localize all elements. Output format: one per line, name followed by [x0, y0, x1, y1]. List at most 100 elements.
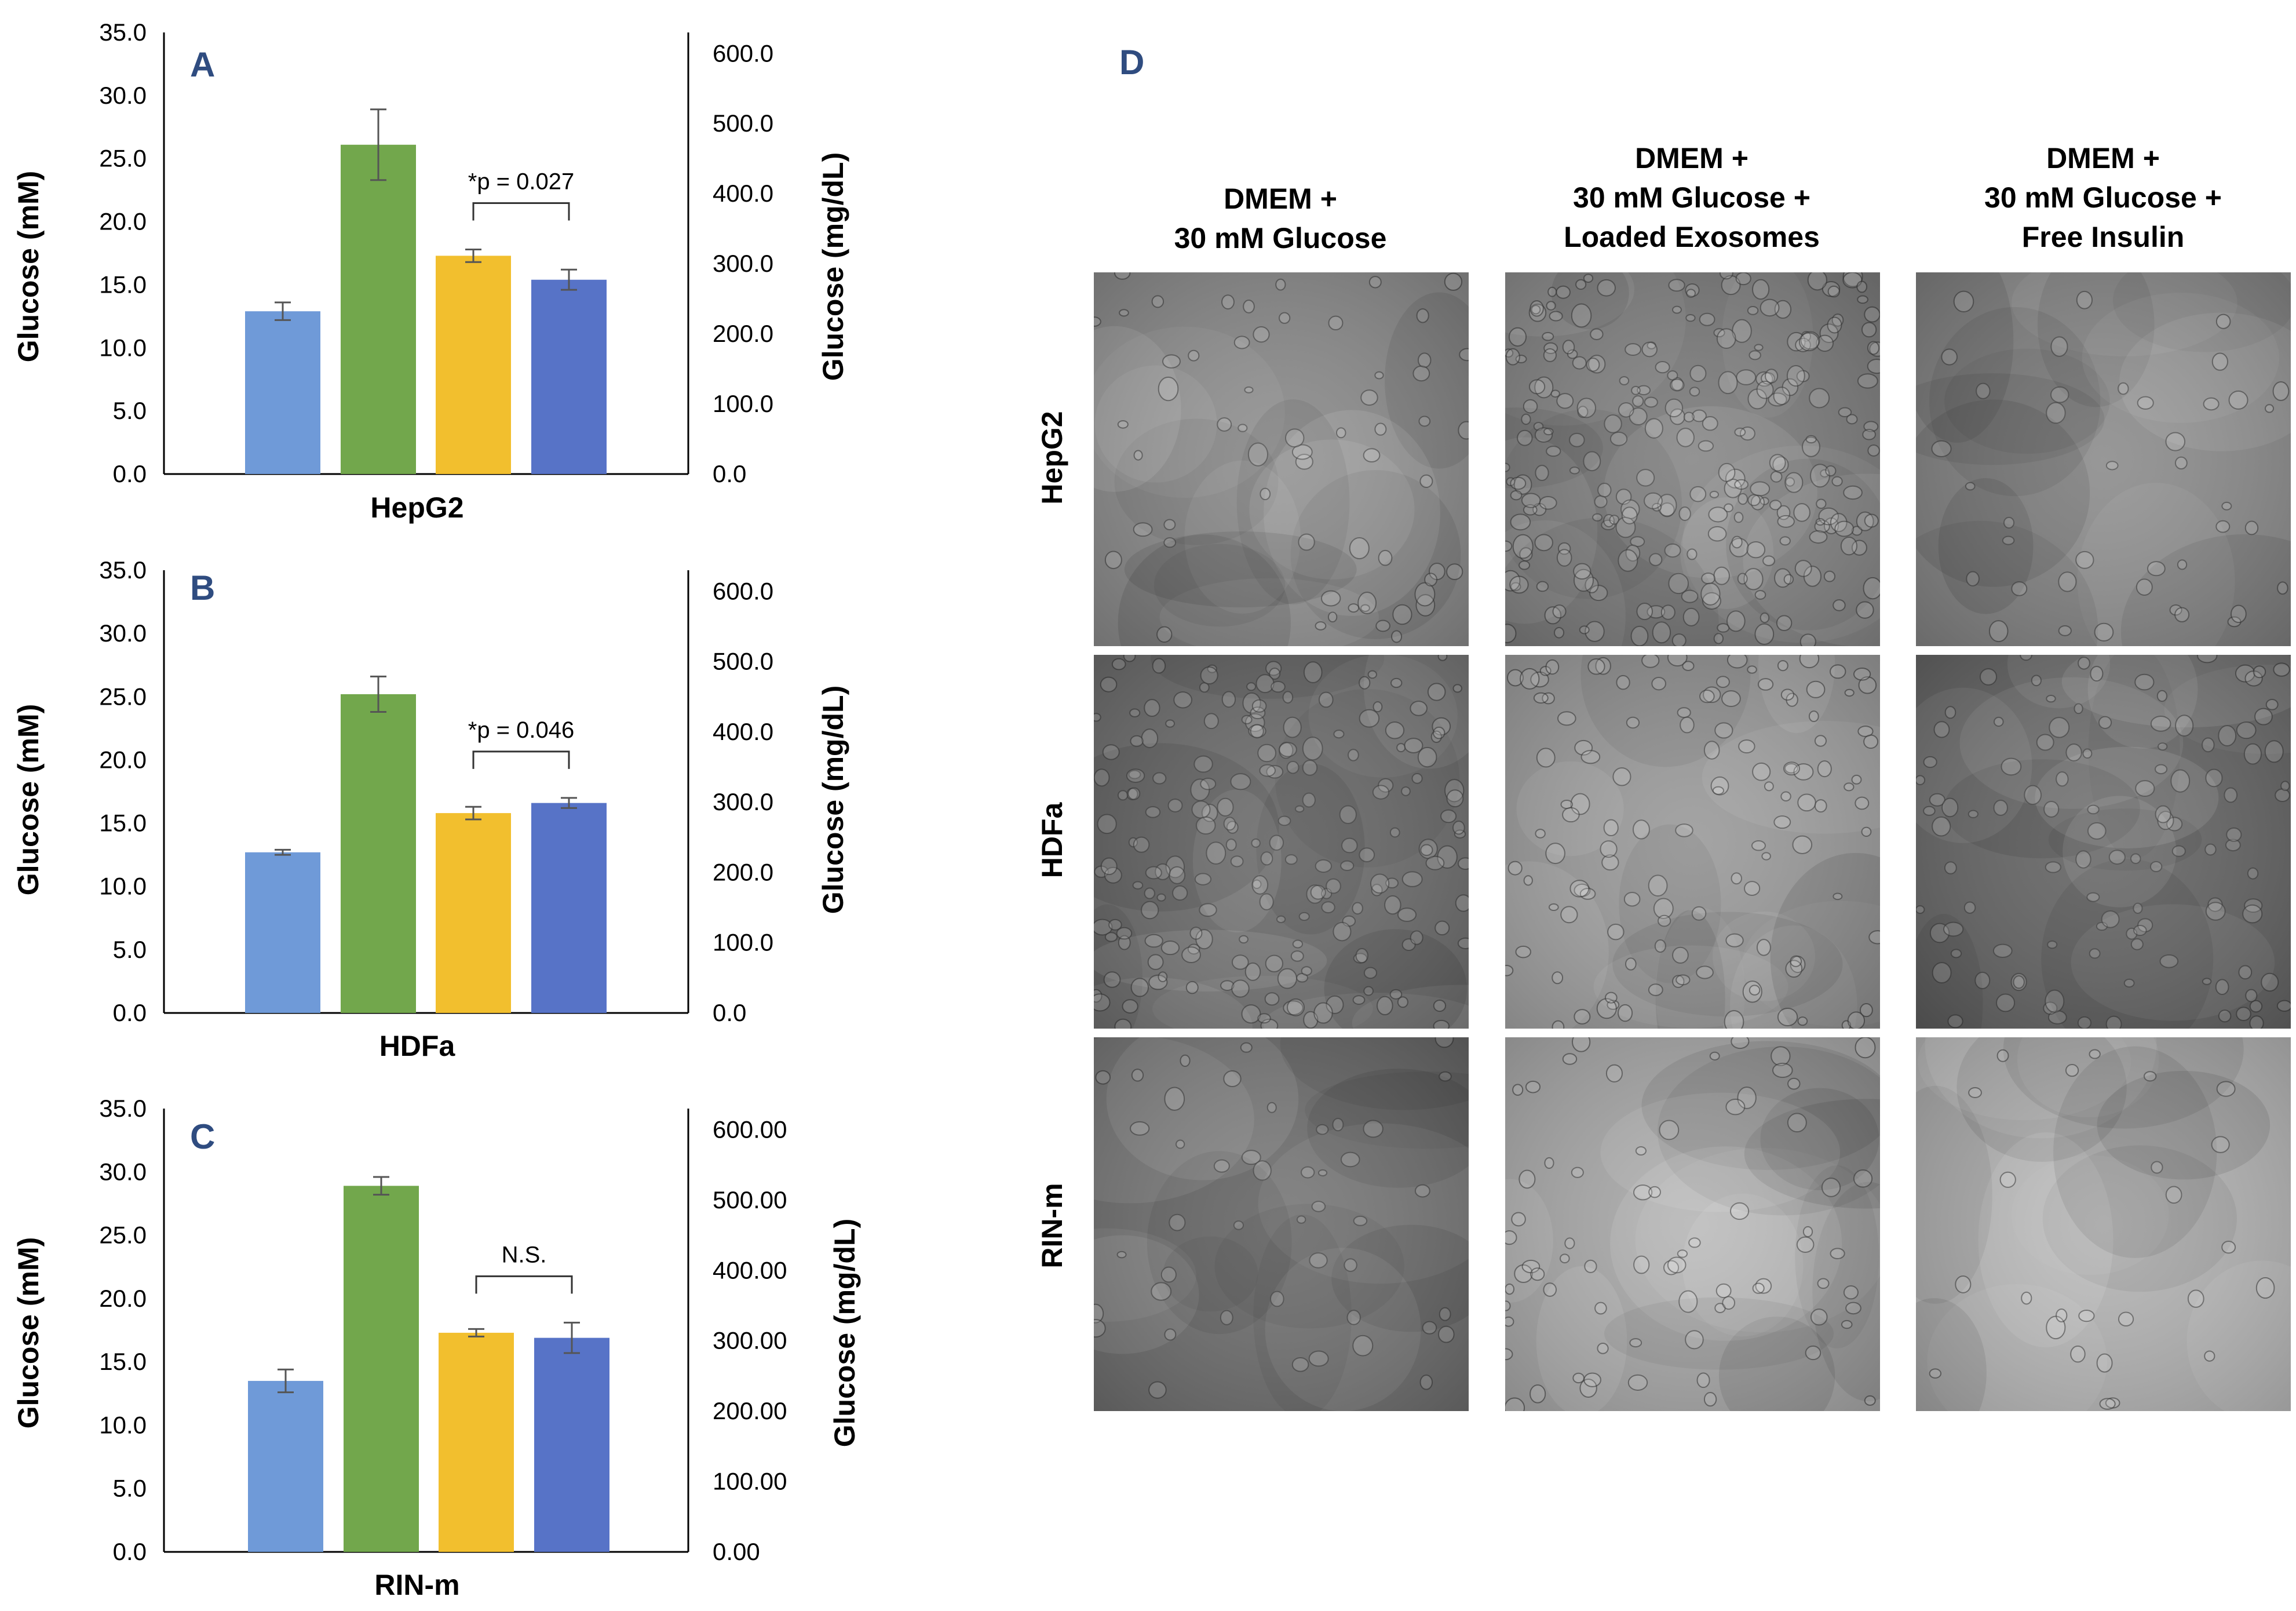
y-tick-label-right: 100.00: [713, 1468, 787, 1495]
y-tick-label-left: 5.0: [113, 936, 147, 963]
y-tick-label-left: 20.0: [99, 746, 147, 773]
column-title-line: 30 mM Glucose +: [1984, 181, 2222, 214]
tile-vignette: [1916, 655, 2291, 1029]
y-tick-label-right: 500.0: [713, 110, 773, 137]
tile-vignette: [1505, 655, 1880, 1029]
micrograph-tile-5: [1505, 655, 1880, 1029]
y-tick-label-left: 30.0: [99, 1158, 147, 1185]
y-tick-label-right: 0.0: [713, 999, 746, 1026]
significance-label-b: *p = 0.046: [468, 717, 575, 743]
y-tick-label-left: 15.0: [99, 1348, 147, 1375]
bar-a-2: [341, 144, 416, 474]
y-tick-label-left: 0.0: [113, 1538, 147, 1565]
y-tick-label-right: 200.0: [713, 320, 773, 347]
y-axis-label-left-a: Glucose (mM): [12, 171, 45, 363]
significance-label-c: N.S.: [502, 1242, 547, 1267]
y-tick-label-right: 500.0: [713, 648, 773, 675]
bar-c-3: [439, 1332, 514, 1552]
y-tick-label-right: 600.0: [713, 577, 773, 604]
y-tick-label-left: 30.0: [99, 619, 147, 647]
y-tick-label-right: 500.00: [713, 1186, 787, 1213]
y-axis-label-left-c: Glucose (mM): [12, 1237, 45, 1429]
micrograph-tile-9: [1916, 1037, 2291, 1411]
y-tick-label-left: 35.0: [99, 556, 147, 584]
y-tick-label-right: 400.00: [713, 1256, 787, 1284]
bar-c-1: [248, 1380, 323, 1552]
y-tick-label-left: 5.0: [113, 1475, 147, 1502]
bar-b-2: [341, 694, 416, 1013]
panel-letter-a: A: [190, 45, 215, 84]
column-title-line: DMEM +: [1635, 142, 1749, 174]
y-tick-label-right: 100.0: [713, 390, 773, 417]
y-tick-label-left: 30.0: [99, 82, 147, 109]
micrograph-tile-6: [1916, 655, 2291, 1029]
y-tick-label-left: 35.0: [99, 19, 147, 46]
bar-a-1: [245, 311, 320, 474]
column-title-1: DMEM + 30 mM Glucose: [1174, 183, 1387, 254]
tile-vignette: [1505, 272, 1880, 646]
y-tick-label-right: 600.00: [713, 1116, 787, 1143]
row-label-hepg2: HepG2: [1036, 411, 1068, 504]
bar-a-4: [531, 279, 607, 474]
y-axis-label-left-b: Glucose (mM): [12, 704, 45, 896]
tile-vignette: [1094, 1037, 1469, 1411]
significance-bracket-a: [472, 202, 570, 221]
micrograph-grid: [1094, 272, 2291, 1411]
y-tick-label-right: 400.0: [713, 718, 773, 745]
y-tick-label-left: 5.0: [113, 397, 147, 424]
y-tick-label-right: 200.0: [713, 858, 773, 885]
y-tick-label-left: 0.0: [113, 999, 147, 1026]
column-title-line: DMEM +: [2046, 142, 2160, 174]
significance-bracket-c: [475, 1275, 573, 1294]
micrograph-panel-d: D DMEM + 30 mM Glucose DMEM + 30 mM Gluc…: [1036, 43, 2291, 1411]
y-tick-label-right: 0.0: [713, 460, 746, 487]
tile-vignette: [1094, 655, 1469, 1029]
y-axis-label-right-c: Glucose (mg/dL): [828, 1219, 861, 1447]
panel-letter-b: B: [190, 568, 215, 607]
y-tick-label-right: 400.0: [713, 180, 773, 207]
y-tick-label-right: 0.00: [713, 1538, 760, 1565]
chart-panel-c: C N.S. RIN-m Glucose (mM) Glucose (mg/dL…: [12, 1095, 861, 1601]
column-title-3: DMEM + 30 mM Glucose + Free Insulin: [1984, 142, 2222, 253]
bar-b-3: [436, 813, 511, 1013]
micrograph-tile-8: [1505, 1037, 1880, 1411]
y-tick-label-left: 10.0: [99, 1411, 147, 1438]
y-tick-label-right: 600.0: [713, 39, 773, 67]
column-title-line: Free Insulin: [2022, 221, 2185, 253]
y-axis-label-right-b: Glucose (mg/dL): [817, 686, 849, 914]
micrograph-tile-2: [1505, 272, 1880, 646]
column-title-2: DMEM + 30 mM Glucose + Loaded Exosomes: [1564, 142, 1820, 253]
y-tick-label-left: 20.0: [99, 208, 147, 235]
column-title-line: DMEM +: [1224, 183, 1337, 215]
x-axis-label-a: HepG2: [370, 491, 463, 524]
y-tick-label-left: 20.0: [99, 1285, 147, 1312]
y-tick-label-left: 15.0: [99, 810, 147, 837]
panel-letter-d: D: [1119, 43, 1144, 82]
significance-bracket-b: [472, 750, 570, 769]
bar-b-1: [245, 852, 320, 1013]
x-axis-label-c: RIN-m: [374, 1569, 459, 1601]
chart-panel-b: B *p = 0.046 HDFa Glucose (mM) Glucose (…: [12, 556, 849, 1062]
y-tick-label-left: 0.0: [113, 460, 147, 487]
bar-c-4: [534, 1337, 609, 1552]
y-tick-label-right: 300.0: [713, 250, 773, 277]
bar-b-4: [531, 803, 607, 1013]
column-title-line: Loaded Exosomes: [1564, 221, 1820, 253]
tile-vignette: [1916, 1037, 2291, 1411]
column-title-line: 30 mM Glucose: [1174, 222, 1387, 254]
y-tick-label-left: 35.0: [99, 1095, 147, 1122]
bar-a-3: [436, 256, 511, 474]
y-tick-label-left: 25.0: [99, 683, 147, 710]
y-axis-label-right-a: Glucose (mg/dL): [817, 152, 849, 381]
row-label-rin-m: RIN-m: [1036, 1183, 1068, 1268]
tile-vignette: [1505, 1037, 1880, 1411]
tile-vignette: [1916, 272, 2291, 646]
column-title-line: 30 mM Glucose +: [1573, 181, 1810, 214]
panel-letter-c: C: [190, 1117, 215, 1156]
micrograph-tile-3: [1916, 272, 2291, 646]
y-tick-label-left: 10.0: [99, 334, 147, 361]
y-tick-label-right: 200.00: [713, 1397, 787, 1424]
micrograph-tile-4: [1094, 655, 1469, 1029]
micrograph-tile-7: [1094, 1037, 1469, 1411]
